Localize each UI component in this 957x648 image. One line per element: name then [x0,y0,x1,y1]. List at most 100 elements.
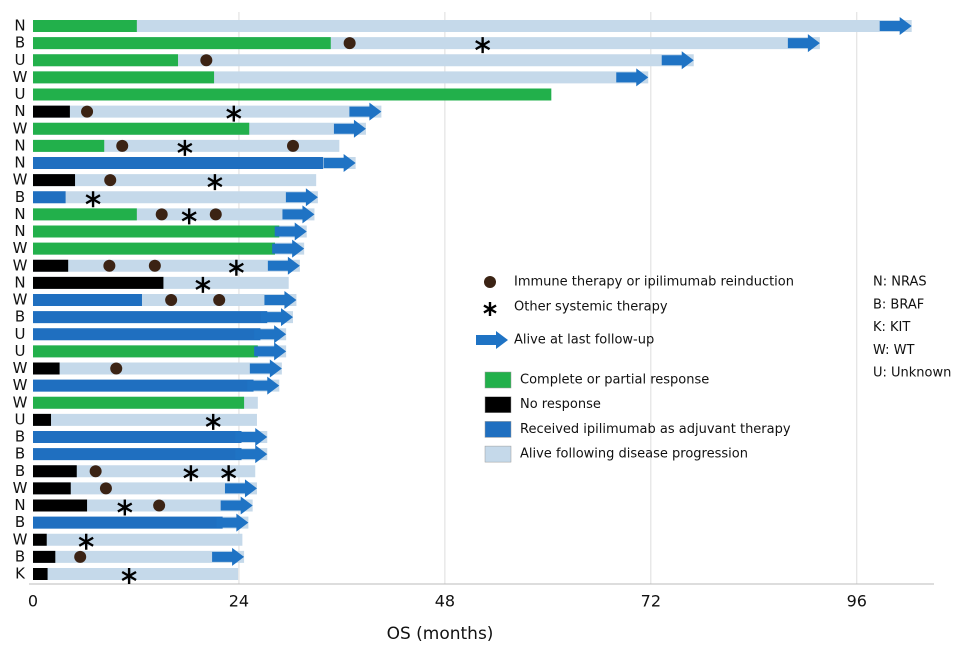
row-label: W [13,239,28,257]
asterisk-stroke [85,194,101,205]
event-asterisk [475,37,491,54]
row-label: N [14,496,25,514]
os-bar [33,54,694,67]
alive-arrow [267,256,300,275]
event-asterisk [78,533,94,550]
legend-swatch [484,371,512,389]
x-tick-label: 24 [229,592,249,611]
response-bar [33,139,105,152]
row-label: W [13,479,28,497]
response-bar [33,276,164,289]
response-bar [33,259,69,272]
alive-arrow [349,102,382,121]
os-bar [33,499,253,512]
event-asterisk [195,276,211,293]
response-bar [33,242,275,255]
event-dot [103,259,116,272]
response-bar [33,482,71,495]
alive-arrow [879,17,912,35]
alive-arrow [254,325,287,344]
key-label: N: NRAS [873,275,927,290]
event-asterisk [181,208,197,225]
event-asterisk [177,139,193,156]
event-dot [200,54,213,67]
row-label: U [15,410,26,428]
response-bar [33,568,48,580]
row-label: K [15,565,26,583]
event-asterisk [85,191,101,208]
row-label: B [15,445,25,463]
key-label: K: KIT [873,320,910,335]
response-bar [33,311,268,324]
os-bar [33,20,912,32]
os-bar [33,105,382,118]
legend-label: Alive at last follow-up [514,333,654,348]
response-bar [33,71,215,84]
row-label: B [15,34,25,52]
row-label: B [15,513,25,531]
response-bar [33,533,47,546]
response-bar [33,465,77,478]
legend-label: Other systemic therapy [514,300,668,315]
row-label: W [13,393,28,411]
alive-arrow [235,445,268,464]
asterisk-stroke [121,570,137,582]
response-bar [33,105,70,118]
alive-arrow [224,479,257,498]
os-bar [33,259,300,272]
asterisk-stroke [226,108,242,119]
alive-arrow [333,119,366,138]
row-label: W [13,291,28,309]
row-label: N [14,17,25,35]
event-dot [165,294,178,306]
event-dot [99,482,112,495]
alive-arrow [216,513,249,532]
legend-label: Complete or partial response [520,373,709,388]
row-label: W [13,376,28,394]
alive-arrow [264,291,297,309]
row-label: W [13,359,28,377]
response-bar [33,20,137,32]
response-bar [33,448,242,461]
alive-arrow [249,359,282,378]
legend-label: Immune therapy or ipilimumab reinduction [514,275,794,290]
legend-swatch [484,396,512,413]
response-bar [33,208,137,221]
row-label: N [14,273,25,291]
asterisk-stroke [181,211,197,222]
alive-arrow [661,51,694,70]
alive-arrow [282,205,315,224]
row-label: W [13,530,28,548]
key-label: U: Unknown [873,366,951,381]
event-dot [153,499,166,512]
os-bar [33,191,318,204]
row-label: B [15,308,25,326]
asterisk-stroke [228,262,244,273]
response-bar [33,191,66,204]
response-bar [33,294,142,306]
legend-arrow [476,331,508,349]
row-label: W [13,68,28,86]
response-bar [33,37,331,50]
alive-arrow [254,342,287,361]
event-dot [209,208,222,221]
event-dot [287,139,300,152]
x-tick-label: 72 [641,592,661,611]
row-label: U [15,325,26,343]
response-bar [33,362,60,375]
legend-label: Received ipilimumab as adjuvant therapy [520,422,791,437]
row-label: U [15,342,26,360]
response-bar [33,122,250,135]
alive-arrow [274,222,307,241]
response-bar [33,157,324,169]
os-bar [33,568,239,580]
key-label: B: BRAF [873,297,924,312]
event-dot [148,259,161,272]
response-bar [33,174,76,187]
row-label: B [15,188,25,206]
response-bar [33,550,56,563]
x-tick-label: 48 [435,592,455,611]
event-dot [81,105,94,118]
response-bar [33,499,88,512]
